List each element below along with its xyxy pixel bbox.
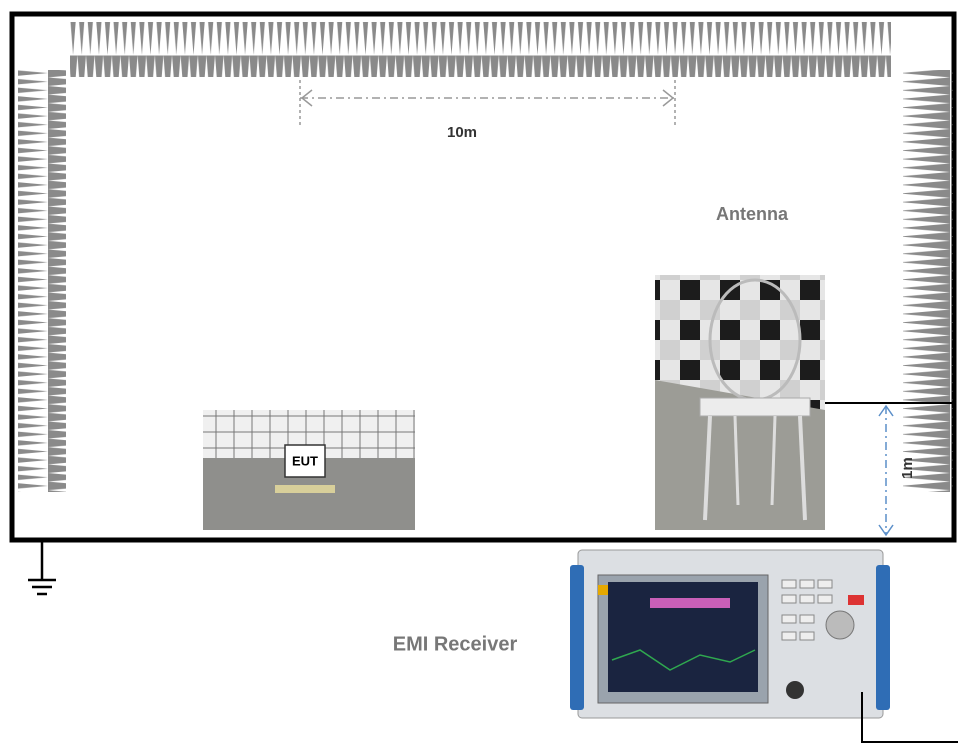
receiver-cable — [861, 692, 958, 743]
emi-receiver — [570, 549, 890, 719]
absorber-top — [70, 22, 891, 77]
eut-label: EUT — [292, 453, 318, 468]
height-label: 1m — [899, 457, 916, 479]
antenna-photo — [655, 275, 825, 530]
receiver-label: EMI Receiver — [393, 633, 518, 655]
distance-label: 10m — [447, 124, 477, 141]
distance-dimension — [299, 80, 676, 126]
ground-symbol — [28, 540, 56, 596]
height-dimension — [878, 404, 894, 537]
eut-photo — [203, 410, 415, 530]
absorber-left — [18, 70, 66, 492]
antenna-label: Antenna — [716, 204, 789, 224]
absorber-right — [903, 70, 953, 492]
